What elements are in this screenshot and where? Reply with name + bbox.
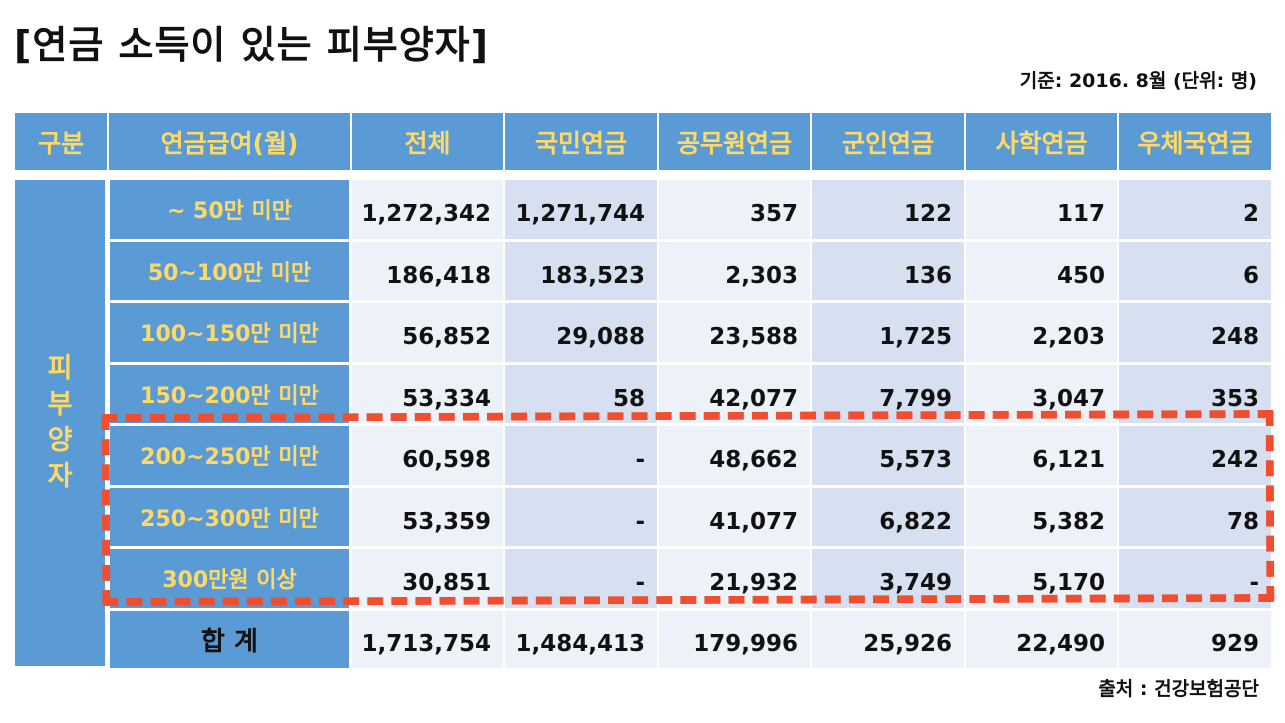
table-cell: 1,272,342 (352, 180, 503, 239)
page-title: [연금 소득이 있는 피부양자] (14, 23, 489, 67)
row-label: 200~250만 미만 (110, 426, 349, 485)
total-cell: 929 (1119, 610, 1271, 668)
table-cell: 58 (505, 364, 657, 423)
table-cell: 6,822 (812, 487, 964, 546)
table-cell: 183,523 (505, 241, 657, 300)
group-label-char: 피 (47, 353, 73, 384)
table-cell: 2,203 (966, 303, 1117, 362)
table-cell: - (1119, 549, 1271, 608)
table-cell: 29,088 (505, 303, 657, 362)
table-cell: 353 (1119, 364, 1271, 423)
row-label: 100~150만 미만 (110, 303, 349, 362)
row-label: ~ 50만 미만 (110, 180, 349, 239)
table-cell: 3,047 (966, 364, 1117, 423)
table-cell: 78 (1119, 487, 1271, 546)
column-header: 연금급여(월) (109, 113, 350, 170)
column-header: 구분 (15, 113, 107, 170)
table-cell: 7,799 (812, 364, 964, 423)
table-cell: 6 (1119, 241, 1271, 300)
column-header: 공무원연금 (659, 113, 810, 170)
table-cell: 450 (966, 241, 1117, 300)
table-cell: 3,749 (812, 549, 964, 608)
total-cell: 1,713,754 (352, 610, 503, 668)
table-cell: 122 (812, 180, 964, 239)
table-cell: 242 (1119, 426, 1271, 485)
table-cell: 56,852 (352, 303, 503, 362)
table-cell: 5,170 (966, 549, 1117, 608)
total-cell: 25,926 (812, 610, 964, 668)
table-cell: 117 (966, 180, 1117, 239)
column-header: 군인연금 (812, 113, 964, 170)
table-cell: - (505, 426, 657, 485)
table-cell: 42,077 (659, 364, 810, 423)
column-header: 사학연금 (966, 113, 1117, 170)
table-cell: 357 (659, 180, 810, 239)
table-cell: 1,271,744 (505, 180, 657, 239)
table-cell: 6,121 (966, 426, 1117, 485)
total-label: 합 계 (110, 610, 349, 668)
group-label-char: 자 (47, 461, 73, 492)
table-cell: - (505, 549, 657, 608)
highlight-dashed-box (101, 409, 1275, 607)
row-label: 300만원 이상 (110, 549, 349, 608)
group-label-char: 부 (47, 389, 73, 420)
basis-note: 기준: 2016. 8월 (단위: 명) (1019, 70, 1257, 92)
table-cell: 2 (1119, 180, 1271, 239)
table-cell: 48,662 (659, 426, 810, 485)
table-cell: 23,588 (659, 303, 810, 362)
total-cell: 1,484,413 (505, 610, 657, 668)
column-header: 전체 (352, 113, 503, 170)
total-cell: 22,490 (966, 610, 1117, 668)
total-cell: 179,996 (659, 610, 810, 668)
table-cell: 60,598 (352, 426, 503, 485)
column-header: 우체국연금 (1119, 113, 1271, 170)
table-cell: 21,932 (659, 549, 810, 608)
table-cell: 5,573 (812, 426, 964, 485)
table-cell: 1,725 (812, 303, 964, 362)
table-cell: 30,851 (352, 549, 503, 608)
table-cell: 53,359 (352, 487, 503, 546)
table-cell: 2,303 (659, 241, 810, 300)
table-cell: 186,418 (352, 241, 503, 300)
table-cell: 136 (812, 241, 964, 300)
source-note: 출처 : 건강보험공단 (1098, 678, 1259, 700)
row-label: 250~300만 미만 (110, 487, 349, 546)
table-cell: 248 (1119, 303, 1271, 362)
table-cell: - (505, 487, 657, 546)
table-cell: 41,077 (659, 487, 810, 546)
column-header: 국민연금 (505, 113, 657, 170)
group-label-char: 양 (47, 425, 73, 456)
table-cell: 53,334 (352, 364, 503, 423)
row-label: 50~100만 미만 (110, 241, 349, 300)
row-label: 150~200만 미만 (110, 364, 349, 423)
table-cell: 5,382 (966, 487, 1117, 546)
